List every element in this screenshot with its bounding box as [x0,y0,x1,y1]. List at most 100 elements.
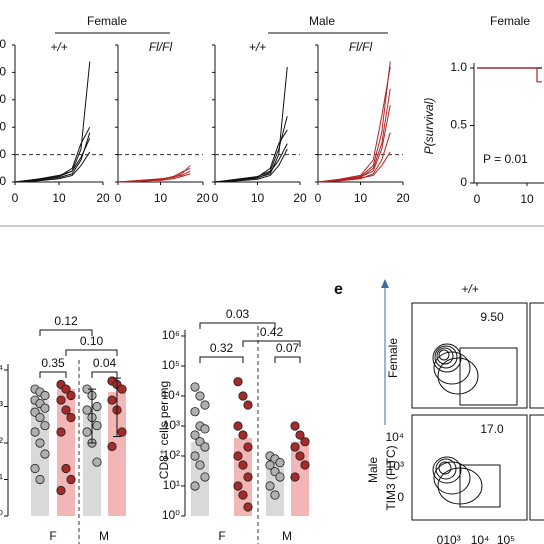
y-tick-label: 50 [0,147,6,161]
data-line [317,151,391,183]
point [61,463,71,474]
x-tick-label: 20 [396,191,410,205]
point [190,407,200,417]
point [66,474,76,485]
point [233,421,243,431]
contours [432,343,483,505]
point [275,458,285,468]
point [238,430,248,440]
panel-title: +/+ [249,40,266,54]
point [61,384,71,394]
x-tick-label: 0 [212,191,219,205]
point [82,405,92,415]
row-label: Male [366,457,380,483]
data-line [214,148,288,183]
point [30,427,40,437]
point [200,472,210,482]
panel-title: Fl/Fl [349,40,373,54]
point [56,485,66,496]
y-tick-label: 10⁰ [0,508,3,522]
gate [459,464,501,508]
y-tick-label: 100 [0,119,6,133]
bracket [242,340,301,347]
point [270,490,280,500]
point [233,451,243,461]
point [61,405,71,415]
y-tick-label: 10² [163,448,180,462]
bar [108,391,126,516]
p-value: 0.07 [276,341,300,355]
y-tick-label: 150 [0,92,6,106]
point [295,430,305,440]
y-tick-label: 1.0 [450,60,467,74]
point [300,437,310,447]
x-tick-label: M [99,529,109,543]
x-tick-label: M [282,529,292,543]
x-tick-label: 10 [520,192,534,206]
point [56,427,66,437]
p-value: 0.12 [54,314,78,328]
point [82,427,92,437]
x-tick-label: 20 [196,191,210,205]
x-tick-label: 0 [12,191,19,205]
flow-title: +/+ [461,282,478,296]
data-line [117,173,191,183]
y-tick-label: 10⁴ [385,430,404,444]
point [190,451,200,461]
y-tick-label: 10³ [163,418,180,432]
y-tick-label: 10¹ [0,472,3,486]
y-tick-label: 10⁴ [0,362,3,376]
point [35,412,45,423]
bracket [199,322,276,329]
flow-box [411,414,528,521]
point [107,395,117,405]
y-tick-label: 10⁰ [162,508,180,522]
point [243,502,253,512]
point [92,457,102,467]
point [40,390,50,401]
p-value: 0.03 [226,307,250,321]
x-tick-label: 0 [474,192,481,206]
axis-label: P(survival) [422,98,436,155]
point [300,460,310,470]
y-tick-label: 10³ [0,399,3,413]
point [35,438,45,448]
point [233,377,243,387]
x-tick-label: F [49,529,56,543]
p-value: 0.32 [210,341,234,355]
point [275,472,285,482]
x-tick-label: 10⁴ [471,533,490,544]
point [243,442,253,452]
point [265,481,275,491]
bracket [39,329,93,336]
y-tick-label: 0.5 [450,118,467,132]
point [56,395,66,405]
group-label: Female [87,14,127,28]
gate-value: 9.50 [480,310,504,324]
point [290,421,300,431]
point [290,442,300,452]
point [195,460,205,470]
point [40,449,50,459]
point [92,420,102,431]
point [40,420,50,431]
y-tick-label: 200 [0,65,6,79]
arrow-head [381,279,389,288]
panel-title: Female [490,14,530,28]
y-tick-label: 10⁵ [162,358,180,372]
point [66,412,76,423]
x-tick-label: 10 [52,191,66,205]
x-tick-label: F [218,529,225,543]
bracket [199,356,244,363]
gate [459,347,518,406]
y-tick-label: 0 [460,175,467,189]
point [190,430,200,440]
point [190,382,200,392]
point [200,424,210,434]
point [66,390,76,401]
point [190,481,200,491]
group-label: Male [309,14,335,28]
y-tick-label: 0 [0,174,6,188]
